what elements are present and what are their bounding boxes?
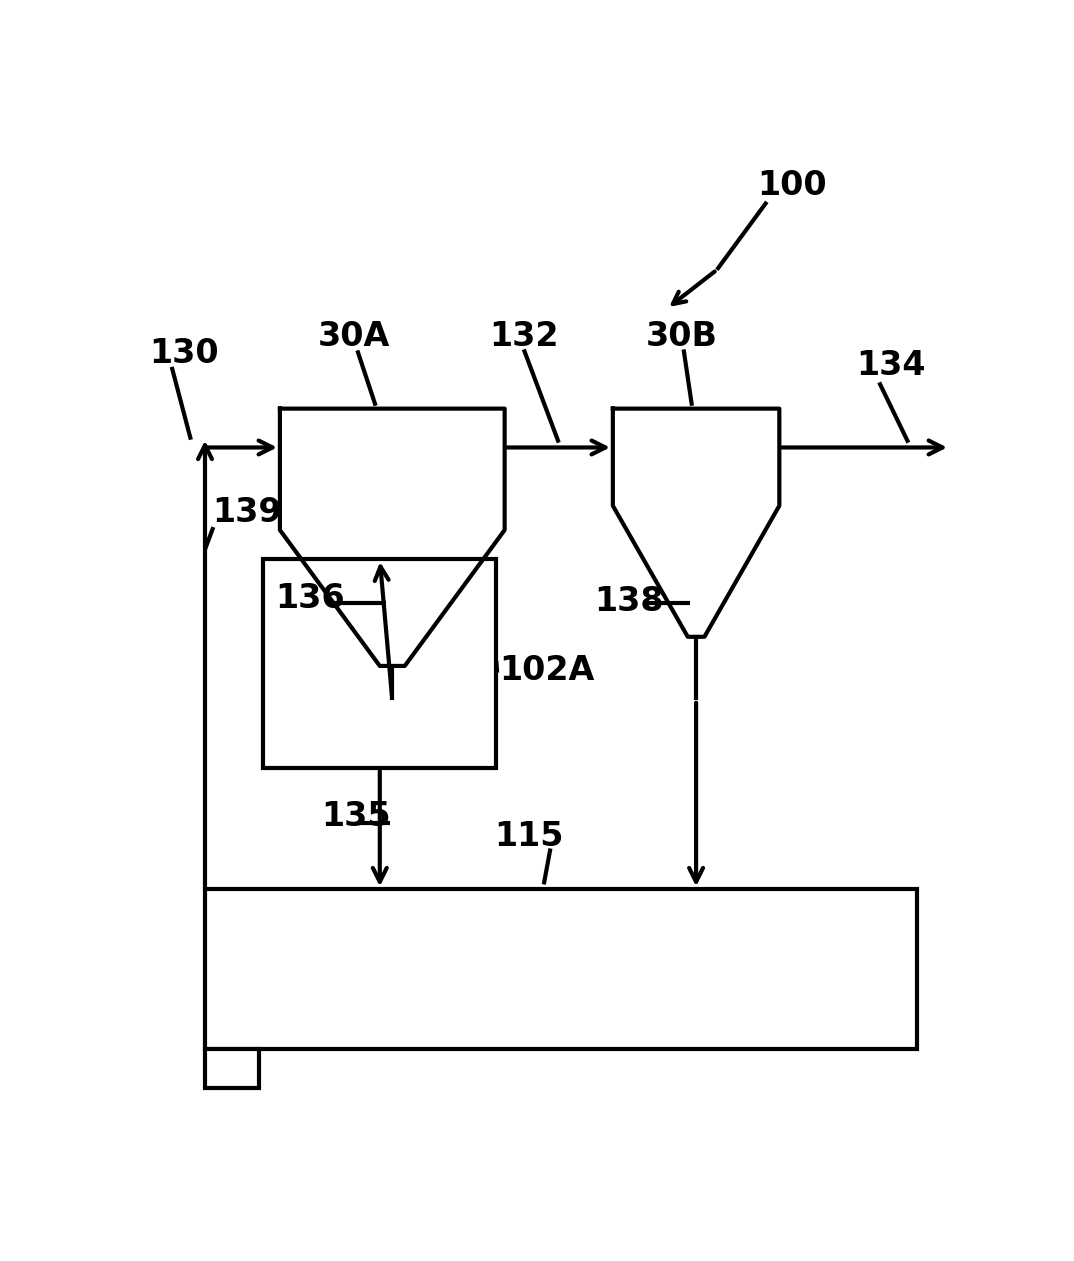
Text: 138: 138: [595, 585, 664, 618]
Text: 135: 135: [321, 801, 391, 834]
Bar: [205, 1049, 259, 1088]
Text: 115: 115: [494, 820, 564, 852]
Text: 134: 134: [857, 348, 926, 382]
Text: 139: 139: [213, 497, 282, 530]
Bar: [205, 889, 917, 1049]
Text: 136: 136: [276, 581, 346, 614]
Text: 132: 132: [490, 319, 560, 353]
Text: 102A: 102A: [498, 654, 594, 687]
Text: 130: 130: [149, 337, 219, 369]
Polygon shape: [280, 409, 505, 666]
Bar: [263, 559, 496, 768]
Text: 100: 100: [757, 169, 827, 202]
Text: 30B: 30B: [647, 319, 719, 353]
Polygon shape: [613, 409, 780, 637]
Text: 30A: 30A: [318, 319, 390, 353]
